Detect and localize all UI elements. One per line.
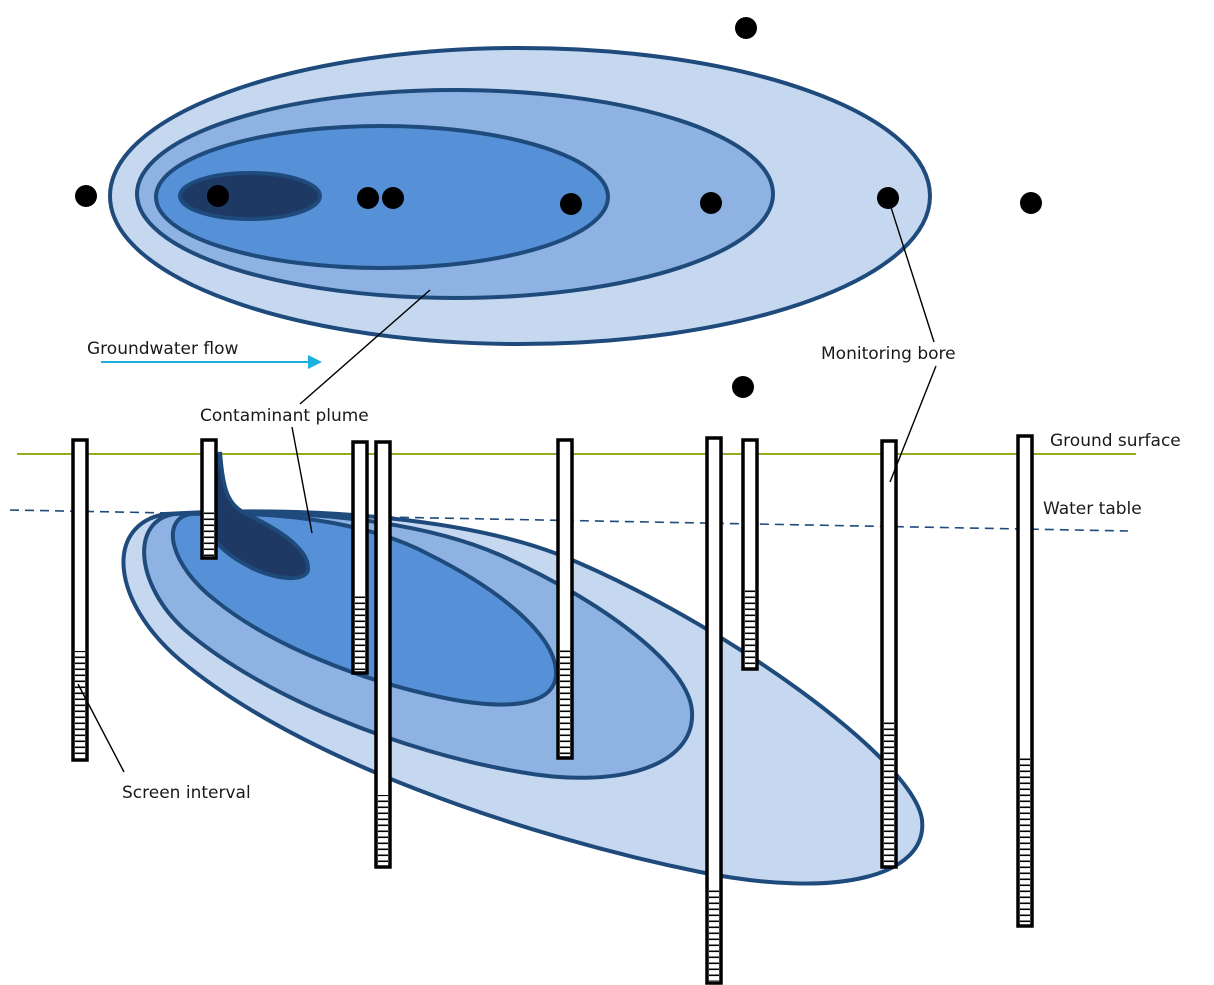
monitoring-bore — [200, 438, 218, 560]
flow-arrow-head-icon — [308, 355, 322, 369]
plan-bore-marker — [1020, 192, 1042, 214]
plan-bore-marker — [75, 185, 97, 207]
plan-monitoring-bores — [75, 17, 1042, 398]
groundwater-flow-indicator: Groundwater flow — [87, 339, 322, 369]
plan-bore-marker — [700, 192, 722, 214]
section-plume — [121, 451, 925, 886]
plan-view: Groundwater flow — [75, 17, 1042, 398]
screen-interval-leader — [77, 683, 125, 773]
section-monitoring-bores — [71, 434, 1034, 985]
monitoring-bore-leader — [889, 365, 937, 483]
screen-interval — [204, 510, 214, 556]
monitoring-bore — [556, 438, 574, 760]
plan-plume-zone-4 — [178, 171, 322, 221]
monitoring-bore-label: Monitoring bore — [821, 344, 956, 364]
contaminant-plume-leader — [299, 289, 431, 405]
screen-interval — [884, 722, 894, 865]
screen-interval — [560, 648, 570, 756]
screen-interval — [75, 651, 85, 758]
monitoring-bore — [705, 436, 723, 985]
monitoring-bore — [71, 438, 89, 762]
plan-bore-marker — [207, 185, 229, 207]
monitoring-bore — [351, 440, 369, 675]
monitoring-bore — [1016, 434, 1034, 928]
screen-interval — [378, 795, 388, 865]
screen-interval — [1020, 755, 1030, 924]
plan-bore-marker — [735, 17, 757, 39]
contaminant-plume-label: Contaminant plume — [200, 406, 369, 426]
plan-plume-zone-3 — [154, 124, 610, 270]
water-table-label: Water table — [1043, 499, 1142, 519]
plan-bore-marker — [357, 187, 379, 209]
plan-plume — [108, 46, 932, 346]
groundwater-flow-label: Groundwater flow — [87, 339, 238, 359]
monitoring-bore-leader — [887, 197, 935, 343]
monitoring-bore — [374, 440, 392, 869]
screen-interval-label: Screen interval — [122, 783, 251, 803]
screen-interval — [355, 595, 365, 671]
ground-surface-label: Ground surface — [1050, 431, 1181, 451]
screen-interval — [745, 588, 755, 667]
contaminant-plume-leader — [291, 426, 313, 534]
monitoring-bore — [880, 439, 898, 869]
monitoring-bore — [741, 438, 759, 671]
callouts: Contaminant plume Monitoring bore Screen… — [77, 197, 956, 803]
cross-section: Ground surface Water table — [9, 431, 1181, 985]
screen-interval — [709, 888, 719, 981]
plan-bore-marker — [732, 376, 754, 398]
plan-bore-marker — [382, 187, 404, 209]
plan-bore-marker — [560, 193, 582, 215]
